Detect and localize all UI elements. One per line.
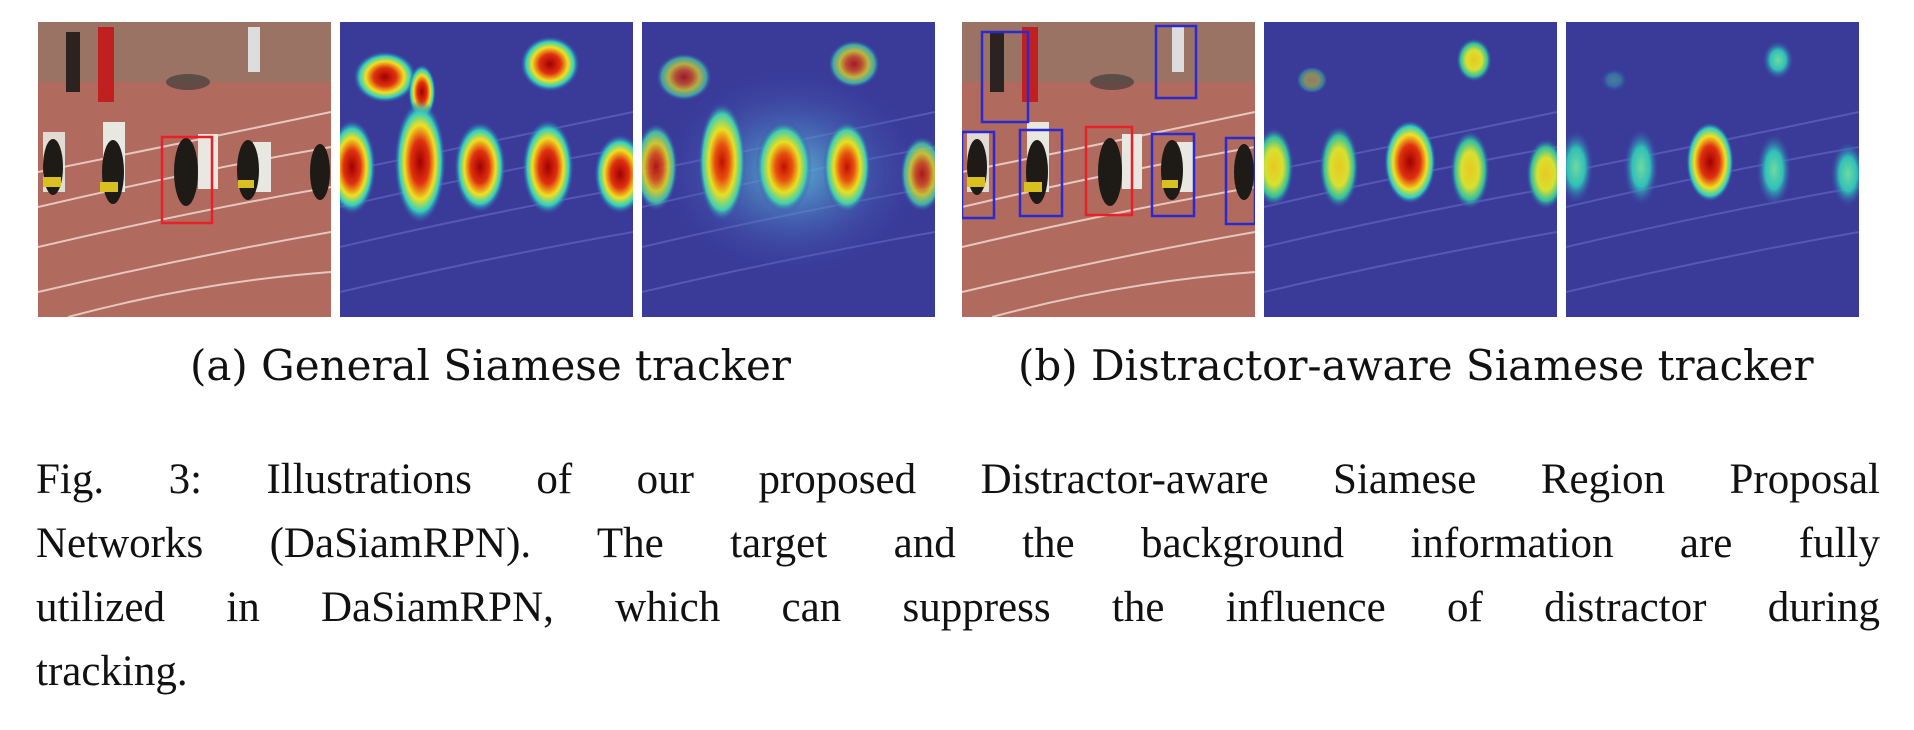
- figure-caption: Fig. 3: Illustrations of our proposed Di…: [36, 448, 1880, 704]
- caption-line: tracking.: [36, 648, 188, 695]
- panel-b-frame-image: [962, 22, 1255, 317]
- subcaption-a: (a) General Siamese tracker: [190, 341, 791, 390]
- panel-b-heatmap-suppressed-cool: [1566, 22, 1859, 317]
- panel-a-heatmap-response: [340, 22, 633, 317]
- panel-a-heatmap-diffuse: [642, 22, 935, 317]
- caption-line: Fig. 3: Illustrations of our proposed Di…: [36, 456, 1880, 503]
- panel-b-heatmap-suppressed: [1264, 22, 1557, 317]
- caption-line: Networks (DaSiamRPN). The target and the…: [36, 520, 1880, 567]
- subcaption-b: (b) Distractor-aware Siamese tracker: [1018, 341, 1814, 390]
- panel-a-frame-image: [38, 22, 331, 317]
- caption-line: utilized in DaSiamRPN, which can suppres…: [36, 584, 1880, 631]
